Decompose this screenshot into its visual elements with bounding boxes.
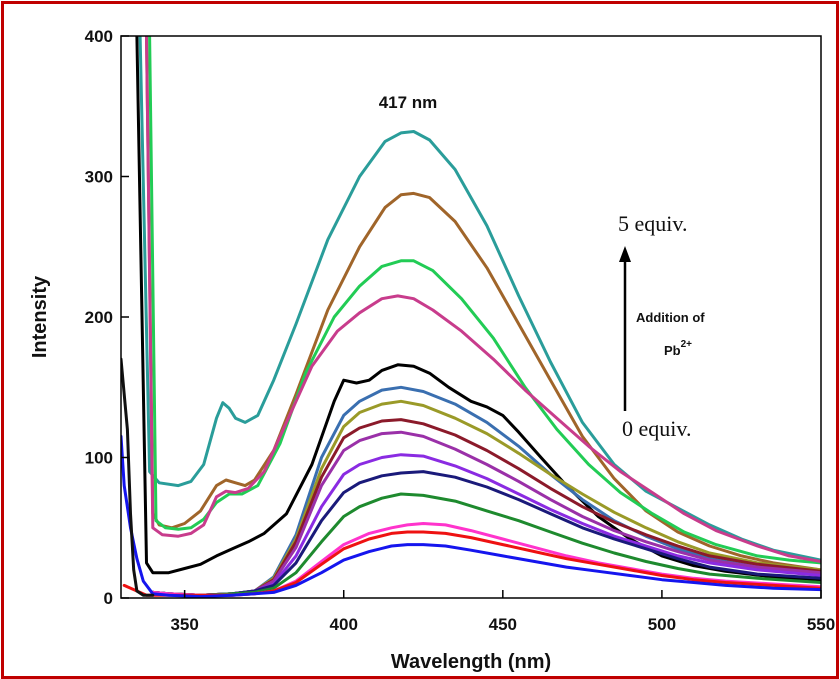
plot-area-border	[120, 35, 822, 599]
y-tick-label: 0	[104, 589, 113, 608]
spectrum-series-4	[145, 36, 821, 563]
y-tick-label: 300	[85, 168, 113, 187]
spectrum-series-15	[121, 434, 821, 598]
spectrum-series-1	[138, 36, 821, 562]
series-layer	[121, 36, 821, 598]
y-tick-label: 100	[85, 449, 113, 468]
x-axis-title: Wavelength (nm)	[391, 651, 551, 673]
y-tick-label: 400	[85, 27, 113, 46]
spectrum-series-5	[135, 36, 821, 582]
y-axis-title: Intensity	[29, 275, 51, 358]
x-tick-label: 450	[489, 615, 517, 634]
ion-base: Pb	[664, 343, 681, 358]
ticks-layer: 350 400 450 500 550 0 100 200 300 400	[85, 27, 836, 634]
spectrum-series-16	[121, 357, 155, 597]
bottom-equiv-label: 0 equiv.	[622, 416, 691, 441]
x-tick-label: 500	[648, 615, 676, 634]
addition-label: Addition of	[636, 310, 705, 325]
ion-charge: 2+	[681, 339, 693, 350]
x-tick-label: 350	[170, 615, 198, 634]
ion-label: Pb2+	[664, 339, 692, 358]
spectrum-series-3	[148, 36, 821, 565]
top-equiv-label: 5 equiv.	[618, 211, 687, 236]
x-tick-label: 400	[330, 615, 358, 634]
y-tick-label: 200	[85, 308, 113, 327]
spectrum-series-7	[151, 399, 821, 597]
spectrum-chart: 350 400 450 500 550 0 100 200 300 400 Wavelength …	[29, 27, 836, 673]
addition-arrow-head	[619, 246, 631, 262]
peak-label: 417 nm	[379, 93, 438, 112]
x-tick-label: 550	[807, 615, 835, 634]
